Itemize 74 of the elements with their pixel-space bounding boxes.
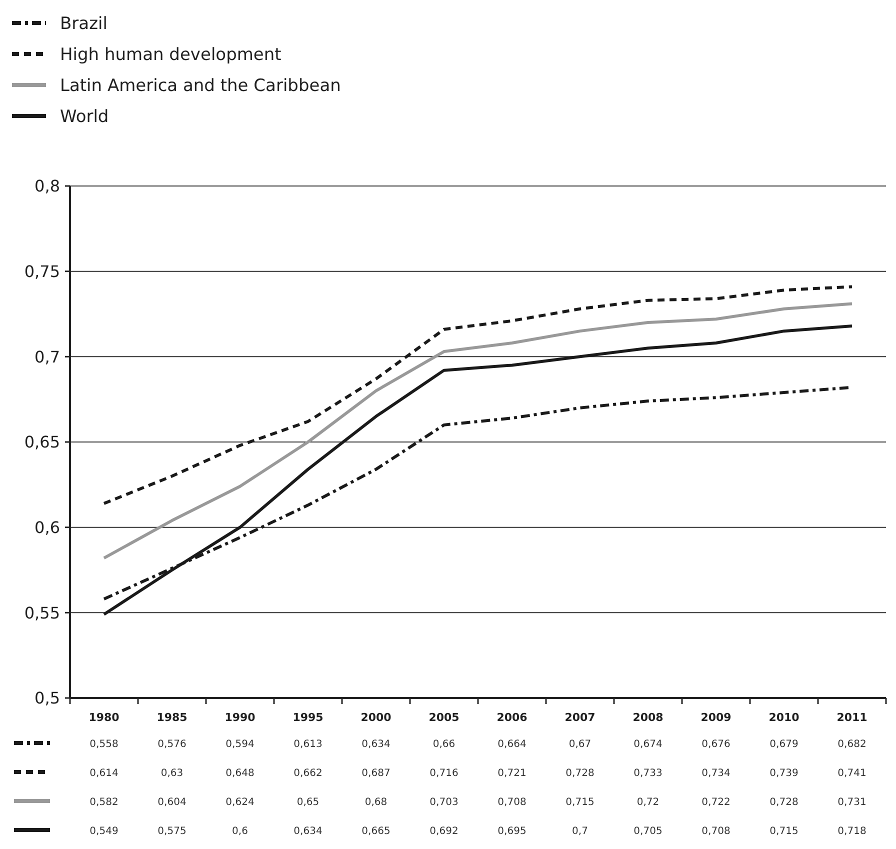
data-label: 0,614 [90,768,118,779]
data-label: 0,733 [634,768,662,779]
data-label: 0,634 [294,826,322,837]
data-label: 0,728 [770,797,798,808]
data-label: 0,662 [294,768,322,779]
data-label: 0,664 [498,739,526,750]
data-label: 0,715 [770,826,798,837]
x-tick-label: 1990 [224,711,256,724]
line-series [102,285,854,505]
data-label: 0,731 [838,797,866,808]
data-label: 0,624 [226,797,254,808]
data-label: 0,695 [498,826,526,837]
legend-label: High human development [60,45,282,65]
y-tick-label: 0,75 [24,262,60,281]
data-label: 0,741 [838,768,866,779]
x-tick-label: 2006 [496,711,528,724]
data-label: 0,722 [702,797,730,808]
data-label: 0,687 [362,768,390,779]
data-label: 0,558 [90,739,118,750]
x-tick-label: 1980 [88,711,120,724]
data-label: 0,65 [296,797,320,808]
data-label: 0,72 [636,797,660,808]
data-label: 0,613 [294,739,322,750]
data-label: 0,705 [634,826,662,837]
data-label: 0,576 [158,739,186,750]
data-label: 0,66 [432,739,456,750]
data-label: 0,718 [838,826,866,837]
y-tick-label: 0,5 [34,688,60,708]
x-tick-label: 1985 [156,711,188,724]
data-label: 0,582 [90,797,118,808]
x-tick-label: 2008 [632,711,664,724]
x-tick-label: 2007 [564,711,596,724]
y-tick-label: 0,65 [24,432,60,452]
data-label: 0,676 [702,739,730,750]
data-label: 0,7 [572,826,588,837]
data-label: 0,708 [702,826,730,837]
data-label: 0,682 [838,739,866,750]
data-label: 0,67 [568,739,592,750]
data-label: 0,63 [160,768,184,779]
x-tick-label: 2000 [360,711,392,724]
y-tick-label: 0,6 [34,518,60,537]
data-label: 0,575 [158,826,186,837]
x-tick-label: 2010 [768,711,800,724]
x-tick-label: 1995 [292,711,324,724]
data-label: 0,594 [226,739,254,750]
data-label: 0,68 [364,797,388,808]
legend-label: Brazil [60,14,108,34]
y-tick-label: 0,8 [34,176,60,196]
data-label: 0,703 [430,797,458,808]
data-label: 0,716 [430,768,458,779]
line-series [102,302,854,560]
data-label: 0,549 [90,826,118,837]
data-label: 0,692 [430,826,458,837]
data-label: 0,739 [770,768,798,779]
data-label: 0,734 [702,768,730,779]
data-label: 0,728 [566,768,594,779]
line-series [102,324,854,616]
data-label: 0,604 [158,797,186,808]
legend-label: Latin America and the Caribbean [60,76,341,96]
data-label: 0,665 [362,826,390,837]
data-label: 0,6 [232,826,248,837]
x-tick-label: 2011 [836,711,868,724]
y-tick-label: 0,55 [24,603,60,622]
data-label: 0,708 [498,797,526,808]
x-tick-label: 2009 [700,711,732,724]
y-tick-label: 0,7 [34,347,60,366]
data-label: 0,715 [566,797,594,808]
data-label: 0,648 [226,768,254,779]
x-tick-label: 2005 [428,711,460,724]
data-label: 0,721 [498,768,526,779]
data-label: 0,674 [634,739,662,750]
legend-label: World [60,107,109,127]
data-label: 0,679 [770,739,798,750]
data-label: 0,634 [362,739,390,750]
